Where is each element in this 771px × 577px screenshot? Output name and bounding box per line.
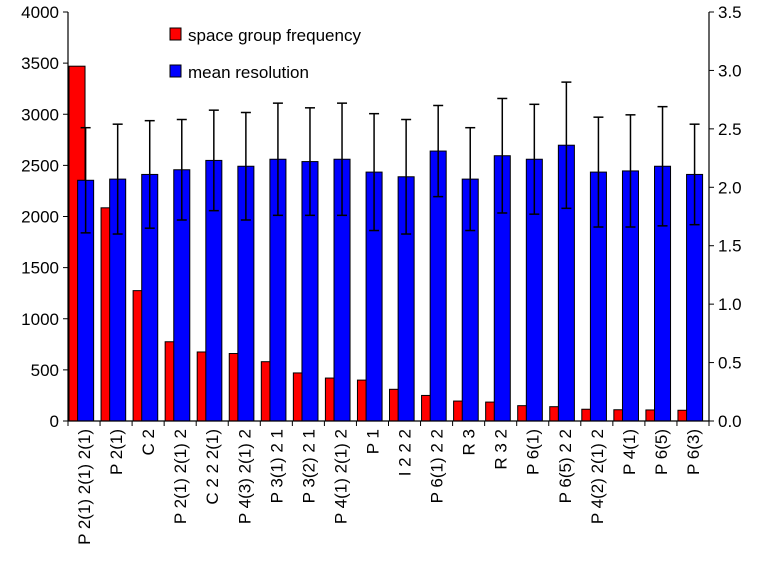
left-tick-label: 1000 — [21, 310, 59, 329]
labels-layer: 0 500 1000 1500 2000 2500 3000 3500 4000 0.0 0.5 1.… — [21, 3, 741, 545]
right-tick-label: 0.5 — [718, 354, 742, 373]
x-tick-label: P 2(1) 2(1) 2 — [171, 429, 190, 524]
left-tick-label: 0 — [50, 412, 59, 431]
right-tick-label: 2.5 — [718, 120, 742, 139]
left-tick-label: 3000 — [21, 105, 59, 124]
x-tick-label: P 3(1) 2 1 — [267, 429, 286, 503]
x-tick-label: P 6(3) — [684, 429, 703, 475]
x-tick-label: P 6(5) 2 2 — [556, 429, 575, 503]
x-tick-label: P 2(1) — [107, 429, 126, 475]
left-tick-label: 2000 — [21, 208, 59, 227]
left-tick-label: 4000 — [21, 3, 59, 22]
x-tick-label: P 4(2) 2(1) 2 — [588, 429, 607, 524]
x-tick-label: P 2(1) 2(1) 2(1) — [75, 429, 94, 545]
x-tick-label: R 3 — [460, 429, 479, 455]
left-tick-label: 2500 — [21, 156, 59, 175]
x-tick-label: P 6(5) — [652, 429, 671, 475]
x-tick-label: P 4(1) 2(1) 2 — [331, 429, 350, 524]
bars-layer — [68, 65, 704, 422]
right-tick-label: 1.0 — [718, 295, 742, 314]
left-tick-label: 3500 — [21, 54, 59, 73]
right-tick-label: 3.5 — [718, 3, 742, 22]
right-tick-label: 0.0 — [718, 412, 742, 431]
legend-swatch-frequency — [169, 27, 182, 41]
x-tick-label: P 6(1) — [524, 429, 543, 475]
right-tick-label: 3.0 — [718, 61, 742, 80]
right-tick-label: 1.5 — [718, 237, 742, 256]
x-tick-label: C 2 — [139, 429, 158, 455]
axes-layer — [63, 11, 714, 426]
x-tick-label: P 1 — [363, 429, 382, 454]
x-tick-label: P 4(3) 2(1) 2 — [235, 429, 254, 524]
legend-label-frequency: space group frequency — [188, 26, 361, 45]
x-tick-label: P 3(2) 2 1 — [299, 429, 318, 503]
legend: space group frequency mean resolution — [169, 26, 361, 82]
x-tick-label: I 2 2 2 — [396, 429, 415, 476]
left-tick-label: 500 — [31, 361, 59, 380]
legend-swatch-resolution — [169, 64, 182, 78]
x-tick-label: R 3 2 — [492, 429, 511, 470]
right-tick-label: 2.0 — [718, 178, 742, 197]
legend-label-resolution: mean resolution — [188, 63, 309, 82]
x-tick-label: P 6(1) 2 2 — [428, 429, 447, 503]
x-tick-label: P 4(1) — [620, 429, 639, 475]
x-tick-label: C 2 2 2(1) — [203, 429, 222, 505]
left-tick-label: 1500 — [21, 259, 59, 278]
